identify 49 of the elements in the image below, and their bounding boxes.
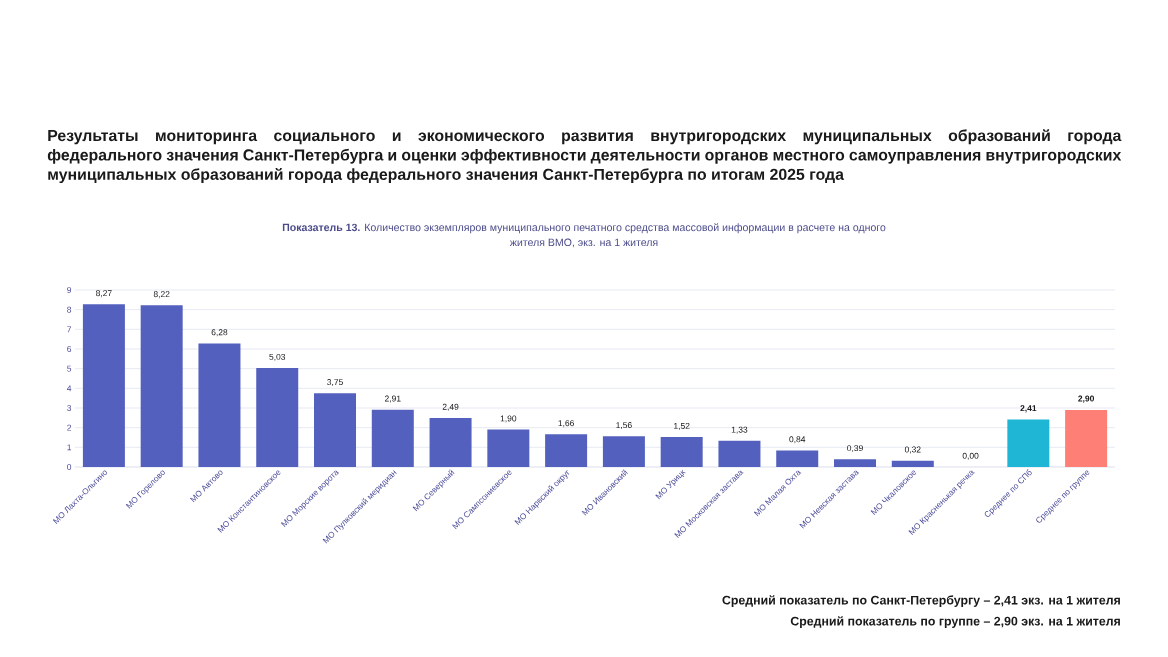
y-tick-label: 2	[67, 424, 72, 431]
y-tick-label: 9	[67, 286, 72, 293]
data-label: 0,84	[789, 436, 806, 444]
bar	[660, 437, 703, 467]
bar	[82, 304, 125, 467]
bar	[602, 436, 645, 467]
y-tick-label: 4	[66, 385, 72, 392]
y-tick-label: 3	[67, 404, 72, 411]
y-tick-label: 7	[67, 326, 72, 333]
bar	[834, 459, 877, 467]
bar	[718, 440, 761, 467]
data-label: 1,90	[500, 415, 517, 423]
bar	[891, 460, 934, 467]
bar	[429, 418, 472, 467]
data-label: 5,03	[269, 353, 286, 361]
y-tick-label: 6	[67, 345, 72, 352]
y-tick-label: 8	[67, 306, 72, 313]
data-label: 3,75	[327, 379, 343, 387]
data-label: 8,27	[96, 290, 112, 298]
bar	[1007, 419, 1050, 467]
y-tick-label: 0	[67, 463, 72, 470]
text: Средний показатель по Санкт-Петербургу – 2,41 экз. на 1 жителя	[722, 595, 1120, 607]
bar	[314, 393, 357, 467]
bar	[198, 343, 241, 467]
bar	[776, 450, 819, 467]
data-label: 8,22	[153, 291, 170, 299]
data-label: 0,00	[962, 452, 979, 460]
data-label: 2,90	[1078, 395, 1095, 403]
bar	[487, 429, 530, 467]
y-tick-label: 5	[67, 365, 72, 372]
data-label: 1,56	[616, 422, 632, 430]
bar	[256, 368, 299, 467]
data-label: 2,41	[1020, 405, 1037, 413]
data-label: 6,28	[211, 329, 228, 337]
chart-title: Результаты мониторинга социального и экономического развития внутригородских муниципальных образований города федерального значения Санкт-Петербурга и оценки эффективности деятельности органов местного самоуправления внутригородских муниципальных образований города федерального значения Санкт-Петербурга по итогам 2025 года	[47, 129, 1122, 184]
data-label: 0,39	[847, 445, 863, 453]
bar	[545, 434, 588, 467]
data-label: 0,32	[904, 446, 921, 454]
data-label: 2,91	[384, 395, 401, 403]
data-label: 2,49	[442, 403, 459, 411]
chart-subtitle: Показатель 13. Количество экземпляров муниципального печатного средства массовой информации в расчете на одного жителя ВМО, экз. на 1 жителя	[282, 223, 886, 248]
bar	[371, 409, 414, 467]
data-label: 1,66	[558, 420, 574, 428]
data-label: 1,52	[674, 422, 690, 430]
bar	[1065, 409, 1108, 467]
data-label: 1,33	[731, 426, 748, 434]
text: Средний показатель по группе – 2,90 экз. на 1 жителя	[790, 616, 1120, 628]
y-tick-label: 1	[67, 444, 72, 451]
bar	[140, 305, 183, 467]
